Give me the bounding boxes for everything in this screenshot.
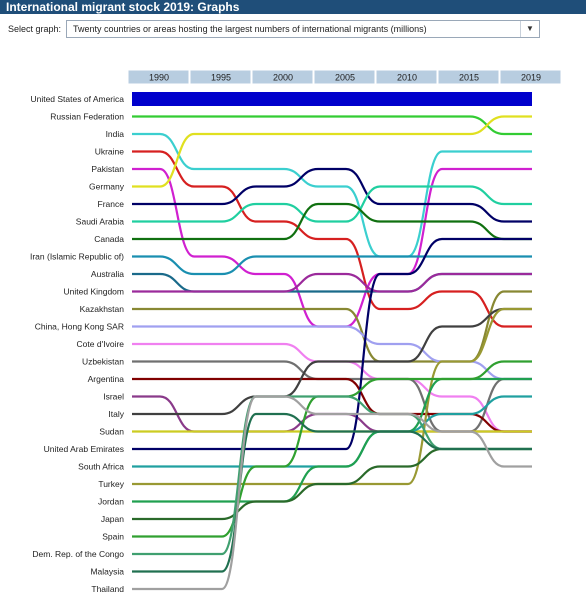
country-series-line — [132, 360, 532, 538]
country-label: India — [106, 129, 125, 139]
country-series-line — [132, 255, 532, 276]
year-header-label: 2000 — [273, 73, 293, 83]
year-header-label: 1995 — [211, 73, 231, 83]
year-header-label: 2019 — [521, 73, 541, 83]
country-series-line — [132, 185, 532, 223]
country-label: South Africa — [78, 462, 124, 472]
select-graph-label: Select graph: — [8, 24, 62, 34]
country-label: United States of America — [30, 94, 124, 104]
country-label: Uzbekistan — [82, 357, 124, 367]
country-label: Kazakhstan — [80, 304, 125, 314]
country-label: Jordan — [98, 497, 124, 507]
country-label: Russian Federation — [50, 112, 124, 122]
country-label: Australia — [91, 269, 124, 279]
country-series-line — [132, 325, 532, 381]
year-header-label: 2015 — [459, 73, 479, 83]
country-label: Ukraine — [95, 147, 125, 157]
country-label: Sudan — [99, 427, 124, 437]
year-header-cell — [375, 69, 438, 85]
country-label: Thailand — [91, 584, 124, 594]
country-label: Malaysia — [90, 567, 124, 577]
country-series-line — [132, 132, 532, 258]
year-header-cell — [127, 69, 190, 85]
page-title: International migrant stock 2019: Graphs — [0, 0, 586, 14]
country-label: Italy — [108, 409, 124, 419]
country-series-line — [132, 115, 532, 136]
country-label: Germany — [89, 182, 125, 192]
country-series-line — [132, 342, 532, 433]
country-series-line — [132, 395, 532, 591]
chevron-down-icon[interactable]: ▼ — [520, 21, 539, 37]
country-series-line — [132, 307, 532, 486]
country-series-line — [132, 395, 532, 556]
year-header-cell — [437, 69, 500, 85]
country-series-line — [132, 237, 532, 451]
country-label: United Arab Emirates — [44, 444, 124, 454]
country-series-line — [132, 412, 532, 573]
country-series-line — [132, 272, 532, 293]
country-label: Spain — [102, 532, 124, 542]
country-label: France — [98, 199, 125, 209]
year-header-cell — [313, 69, 376, 85]
country-label: Israel — [103, 392, 124, 402]
country-label: Iran (Islamic Republic of) — [30, 252, 124, 262]
country-label: United Kingdom — [64, 287, 124, 297]
country-series-line — [132, 115, 532, 188]
country-series-line — [132, 167, 532, 223]
country-series-line — [132, 377, 532, 433]
country-series-line — [132, 150, 532, 328]
country-label: Cote d'Ivoire — [77, 339, 125, 349]
country-label: Japan — [101, 514, 124, 524]
country-series-line — [132, 272, 532, 293]
year-header-cell — [251, 69, 314, 85]
country-label: China, Hong Kong SAR — [35, 322, 124, 332]
country-label: Dem. Rep. of the Congo — [32, 549, 124, 559]
country-label: Argentina — [88, 374, 125, 384]
graph-selector-row: Select graph: Twenty countries or areas … — [0, 18, 586, 44]
graph-select-value: Twenty countries or areas hosting the la… — [73, 24, 427, 34]
country-series-line — [132, 202, 532, 241]
country-series-line — [132, 307, 532, 416]
year-header-label: 1990 — [149, 73, 169, 83]
country-series-line — [132, 167, 532, 328]
country-label: Canada — [94, 234, 124, 244]
year-header-cell — [499, 69, 562, 85]
country-label: Pakistan — [91, 164, 124, 174]
country-label: Saudi Arabia — [76, 217, 124, 227]
country-label: Turkey — [98, 479, 124, 489]
year-header-label: 2005 — [335, 73, 355, 83]
year-header-cell — [189, 69, 252, 85]
graph-select-dropdown[interactable]: Twenty countries or areas hosting the la… — [66, 20, 540, 38]
year-header-label: 2010 — [397, 73, 417, 83]
